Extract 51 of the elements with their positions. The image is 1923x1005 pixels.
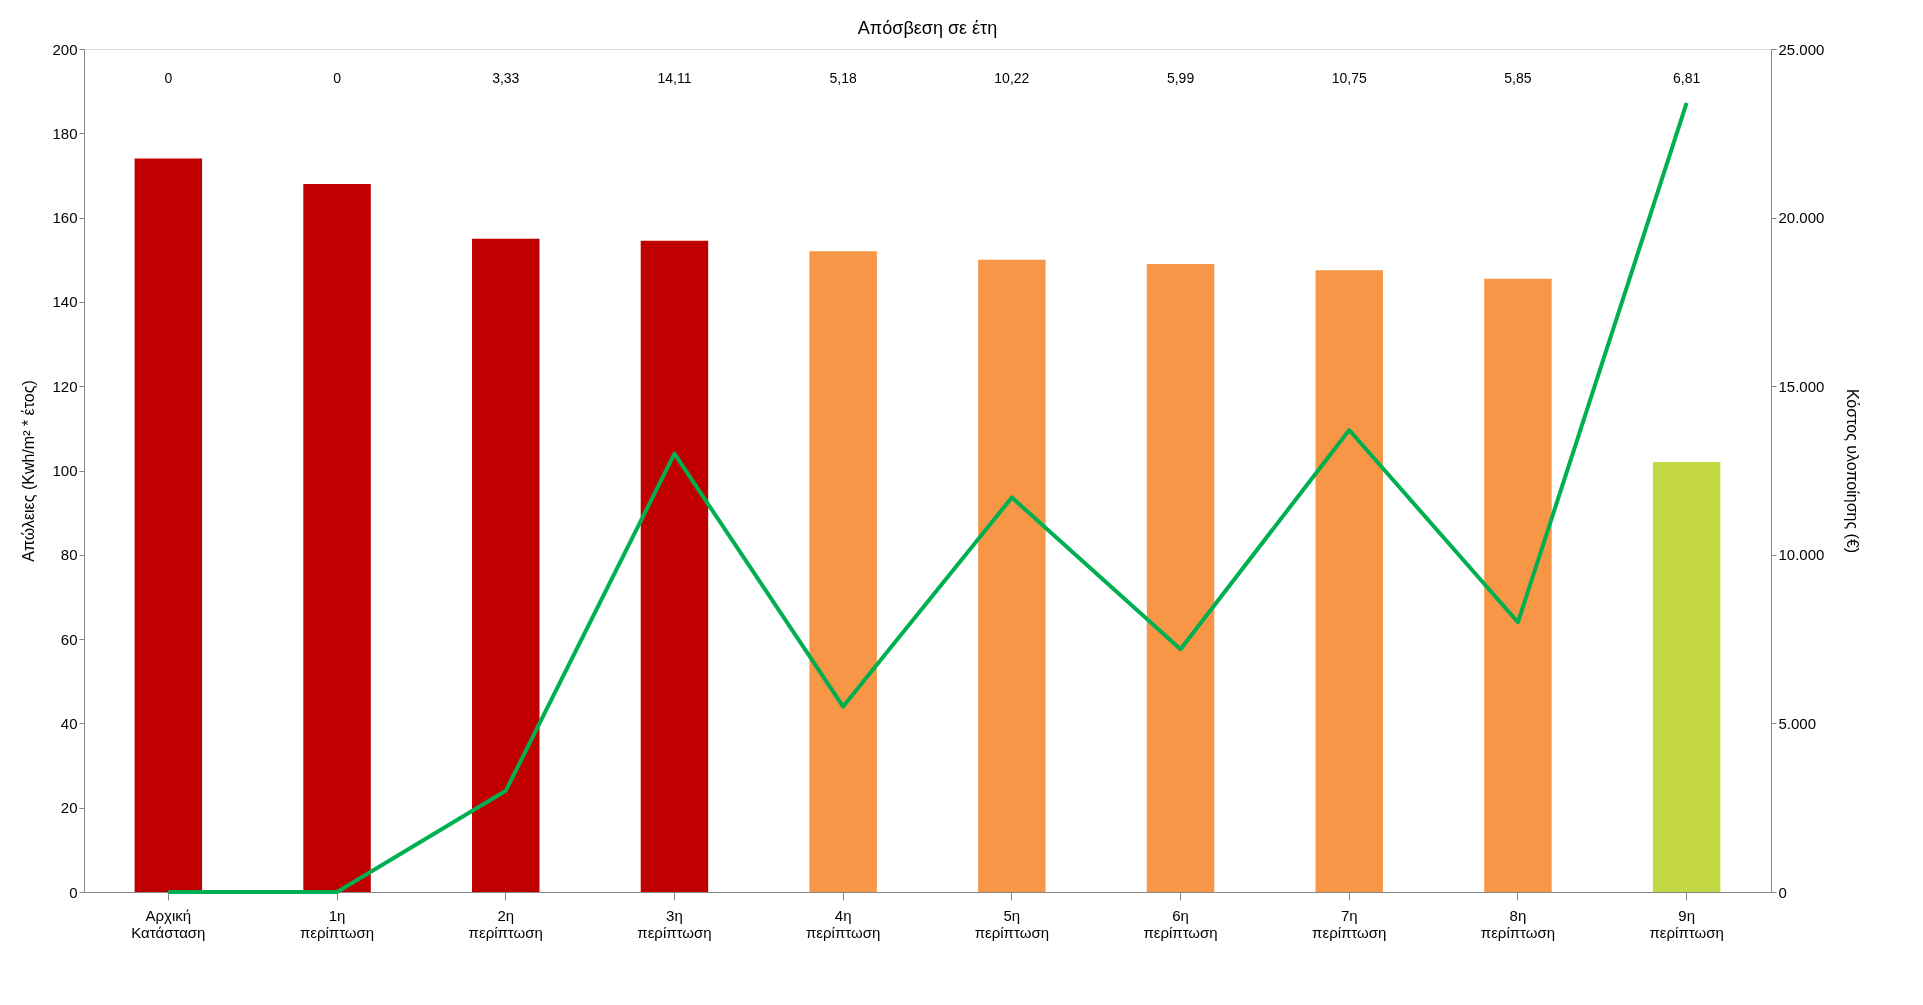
y-tick-label: 20	[60, 799, 78, 817]
annotation: 3,33	[492, 70, 520, 86]
annotation: 6,81	[1673, 70, 1701, 86]
y2-tick-label: 15.000	[1778, 377, 1825, 395]
bar	[978, 259, 1046, 892]
y2-axis-title: Κόστος υλοποίησης (€)	[1844, 388, 1862, 554]
annotation: 14,11	[657, 70, 692, 86]
y-tick-label: 160	[52, 209, 78, 227]
line-series	[166, 100, 1689, 894]
x-tick-label: 3η περίπτωση	[637, 906, 712, 941]
y-tick-label: 80	[60, 546, 78, 564]
annotation: 0	[333, 70, 342, 86]
annotation: 5,99	[1166, 70, 1195, 86]
x-tick-label: 8η περίπτωση	[1480, 906, 1556, 941]
y2-tick-label: 0	[1778, 883, 1787, 901]
y-tick-label: 180	[52, 124, 78, 142]
bar	[809, 251, 877, 892]
annotation: 0	[164, 70, 173, 86]
bar	[303, 183, 371, 892]
y-tick-label: 200	[52, 40, 78, 58]
y-tick-label: 120	[52, 377, 78, 395]
x-tick-label: Αρχική Κατάσταση	[131, 906, 206, 941]
x-tick-label: 4η περίπτωση	[806, 906, 881, 941]
y2-tick-label: 25.000	[1778, 40, 1825, 58]
bar	[1315, 270, 1383, 892]
y2-tick-label: 10.000	[1778, 546, 1825, 564]
y-axis-title: Απώλειες (Kwh/m² * έτος)	[20, 380, 38, 562]
y-tick-label: 100	[52, 462, 78, 479]
y-tick-label: 60	[60, 630, 78, 648]
x-tick-label: 7η περίπτωση	[1312, 906, 1387, 941]
x-tick-label: 2η περίπτωση	[468, 906, 543, 941]
annotation: 5,85	[1504, 70, 1532, 86]
bar	[472, 238, 540, 892]
y-tick-label: 0	[69, 883, 78, 901]
bar	[134, 158, 203, 892]
annotation: 10,75	[1331, 70, 1367, 86]
y2-tick-label: 20.000	[1778, 209, 1825, 227]
bar	[1652, 462, 1721, 892]
y-tick-label: 40	[60, 714, 78, 732]
bar	[1146, 263, 1215, 892]
x-tick-label: 9η περίπτωση	[1649, 906, 1724, 941]
chart-title: Απόσβεση σε έτη	[857, 18, 998, 38]
x-tick-label: 1η περίπτωση	[299, 906, 375, 941]
y2-tick-label: 5.000	[1778, 714, 1817, 732]
x-tick-label: 5η περίπτωση	[974, 906, 1049, 941]
y-tick-label: 140	[52, 293, 78, 311]
bar	[640, 240, 709, 892]
bar	[1484, 278, 1552, 892]
annotation: 10,22	[994, 70, 1030, 86]
x-tick-label: 6η περίπτωση	[1143, 906, 1218, 941]
annotation: 5,18	[829, 70, 857, 86]
